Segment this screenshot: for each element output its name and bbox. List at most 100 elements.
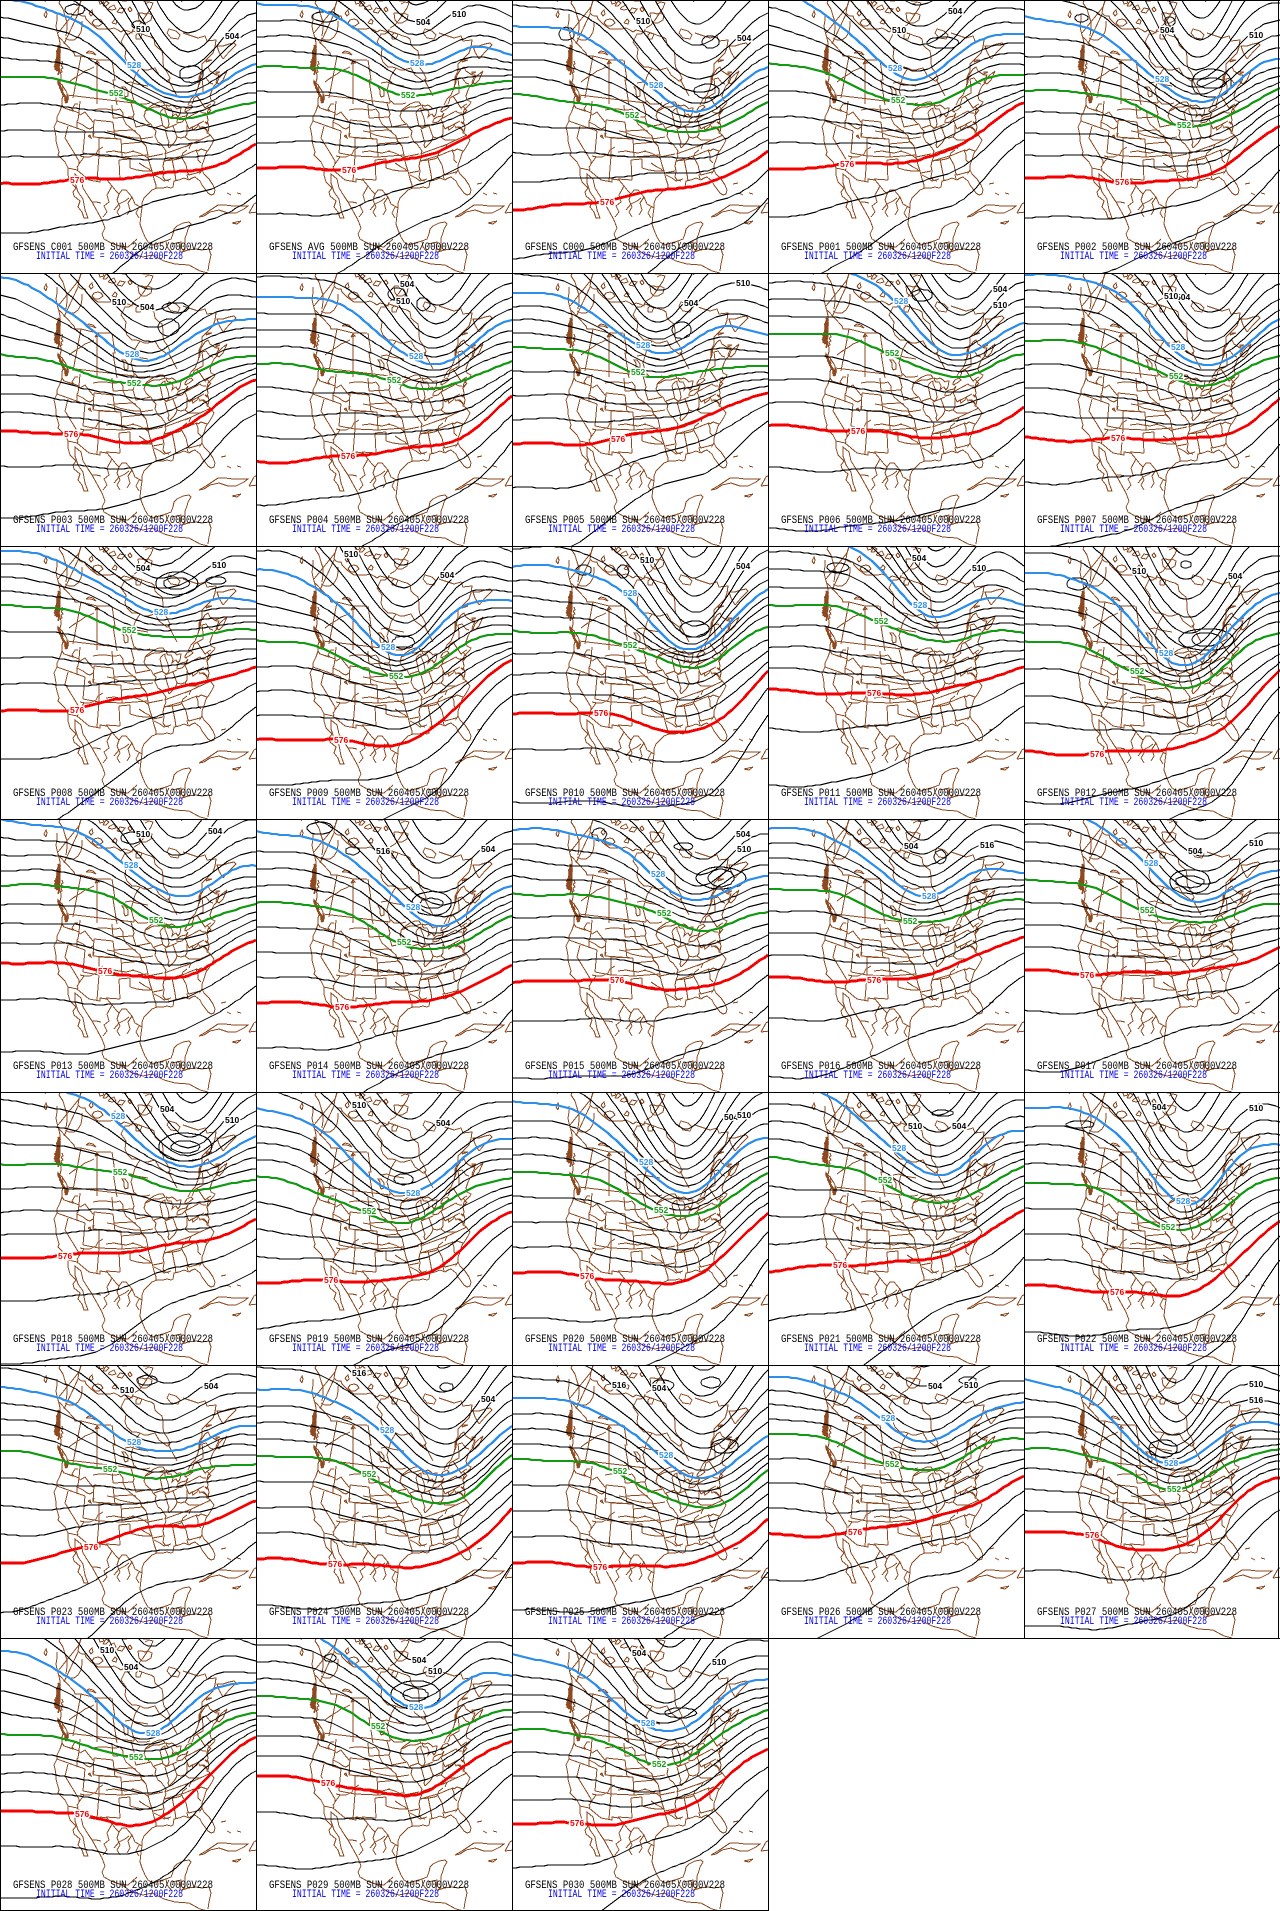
svg-text:GFSENS P006 500MB SUN 260405/0: GFSENS P006 500MB SUN 260405/0000V228 <box>781 515 981 527</box>
svg-text:GFSENS P028 500MB SUN 260405/0: GFSENS P028 500MB SUN 260405/0000V228 <box>13 1880 213 1892</box>
svg-text:INITIAL TIME = 260326/1200F228: INITIAL TIME = 260326/1200F228 <box>36 524 183 536</box>
svg-text:510: 510 <box>964 1380 978 1390</box>
svg-text:576: 576 <box>851 426 865 436</box>
svg-text:504: 504 <box>160 1104 174 1114</box>
svg-text:576: 576 <box>70 175 84 185</box>
svg-text:GFSENS P015 500MB SUN 260405/0: GFSENS P015 500MB SUN 260405/0000V228 <box>525 1061 725 1073</box>
svg-text:516: 516 <box>1249 1395 1263 1405</box>
svg-text:552: 552 <box>1161 1222 1175 1232</box>
svg-text:552: 552 <box>387 375 401 385</box>
svg-text:552: 552 <box>1130 666 1144 676</box>
svg-text:528: 528 <box>1144 858 1158 868</box>
svg-text:552: 552 <box>885 348 899 358</box>
svg-text:INITIAL TIME = 260326/1200F228: INITIAL TIME = 260326/1200F228 <box>804 1070 951 1082</box>
svg-text:510: 510 <box>908 1121 922 1131</box>
svg-text:552: 552 <box>127 378 141 388</box>
svg-text:576: 576 <box>593 1562 607 1572</box>
svg-text:510: 510 <box>640 555 654 565</box>
svg-text:504: 504 <box>481 1394 495 1404</box>
svg-text:GFSENS P025 500MB SUN 260405/0: GFSENS P025 500MB SUN 260405/0000V228 <box>525 1607 725 1619</box>
svg-text:576: 576 <box>84 1542 98 1552</box>
svg-text:INITIAL TIME = 260326/1200F228: INITIAL TIME = 260326/1200F228 <box>804 797 951 809</box>
svg-text:INITIAL TIME = 260326/1200F228: INITIAL TIME = 260326/1200F228 <box>804 1343 951 1355</box>
svg-text:510: 510 <box>1132 566 1146 576</box>
svg-text:528: 528 <box>111 1111 125 1121</box>
svg-text:552: 552 <box>389 671 403 681</box>
svg-text:576: 576 <box>594 708 608 718</box>
svg-text:516: 516 <box>352 1368 366 1378</box>
svg-text:576: 576 <box>321 1778 335 1788</box>
svg-text:GFSENS P014 500MB SUN 260405/0: GFSENS P014 500MB SUN 260405/0000V228 <box>269 1061 469 1073</box>
svg-text:552: 552 <box>109 88 123 98</box>
svg-text:INITIAL TIME = 260326/1200F228: INITIAL TIME = 260326/1200F228 <box>1060 524 1207 536</box>
svg-text:GFSENS P024 500MB SUN 260405/0: GFSENS P024 500MB SUN 260405/0000V228 <box>269 1607 469 1619</box>
svg-text:552: 552 <box>657 908 671 918</box>
svg-text:510: 510 <box>972 563 986 573</box>
svg-text:576: 576 <box>610 975 624 985</box>
svg-text:552: 552 <box>878 1175 892 1185</box>
svg-text:INITIAL TIME = 260326/1200F228: INITIAL TIME = 260326/1200F228 <box>292 251 439 263</box>
svg-text:528: 528 <box>894 296 908 306</box>
svg-text:528: 528 <box>410 58 424 68</box>
svg-text:510: 510 <box>225 1115 239 1125</box>
svg-text:INITIAL TIME = 260326/1200F228: INITIAL TIME = 260326/1200F228 <box>36 797 183 809</box>
svg-text:552: 552 <box>652 1759 666 1769</box>
svg-text:GFSENS P020 500MB SUN 260405/0: GFSENS P020 500MB SUN 260405/0000V228 <box>525 1334 725 1346</box>
svg-text:552: 552 <box>122 625 136 635</box>
svg-text:504: 504 <box>736 561 750 571</box>
svg-text:INITIAL TIME = 260326/1200F228: INITIAL TIME = 260326/1200F228 <box>1060 1343 1207 1355</box>
svg-text:INITIAL TIME = 260326/1200F228: INITIAL TIME = 260326/1200F228 <box>1060 1070 1207 1082</box>
svg-text:INITIAL TIME = 260326/1200F228: INITIAL TIME = 260326/1200F228 <box>548 1070 695 1082</box>
svg-text:INITIAL TIME = 260326/1200F228: INITIAL TIME = 260326/1200F228 <box>36 1889 183 1901</box>
svg-text:GFSENS C001 500MB SUN 260405/0: GFSENS C001 500MB SUN 260405/0000V228 <box>13 242 213 254</box>
svg-text:576: 576 <box>840 159 854 169</box>
svg-text:INITIAL TIME = 260326/1200F228: INITIAL TIME = 260326/1200F228 <box>292 1070 439 1082</box>
svg-text:GFSENS P029 500MB SUN 260405/0: GFSENS P029 500MB SUN 260405/0000V228 <box>269 1880 469 1892</box>
svg-text:GFSENS C000 500MB SUN 260405/0: GFSENS C000 500MB SUN 260405/0000V228 <box>525 242 725 254</box>
svg-text:576: 576 <box>342 165 356 175</box>
svg-text:552: 552 <box>1177 120 1191 130</box>
svg-text:528: 528 <box>1155 74 1169 84</box>
svg-text:INITIAL TIME = 260326/1200F228: INITIAL TIME = 260326/1200F228 <box>804 524 951 536</box>
svg-text:510: 510 <box>1249 838 1263 848</box>
svg-text:504: 504 <box>412 1655 426 1665</box>
svg-text:GFSENS P007 500MB SUN 260405/0: GFSENS P007 500MB SUN 260405/0000V228 <box>1037 515 1237 527</box>
svg-text:552: 552 <box>885 1459 899 1469</box>
svg-text:INITIAL TIME = 260326/1200F228: INITIAL TIME = 260326/1200F228 <box>36 251 183 263</box>
svg-text:552: 552 <box>401 90 415 100</box>
svg-text:528: 528 <box>651 869 665 879</box>
svg-text:576: 576 <box>1111 433 1125 443</box>
svg-text:528: 528 <box>913 600 927 610</box>
svg-text:GFSENS P022 500MB SUN 260405/0: GFSENS P022 500MB SUN 260405/0000V228 <box>1037 1334 1237 1346</box>
svg-text:510: 510 <box>112 297 126 307</box>
svg-text:576: 576 <box>335 1002 349 1012</box>
svg-text:510: 510 <box>737 844 751 854</box>
svg-text:516: 516 <box>612 1380 626 1390</box>
svg-text:576: 576 <box>58 1251 72 1261</box>
svg-text:528: 528 <box>409 351 423 361</box>
svg-text:552: 552 <box>371 1721 385 1731</box>
svg-text:504: 504 <box>208 826 222 836</box>
svg-text:510: 510 <box>1164 291 1178 301</box>
svg-text:INITIAL TIME = 260326/1200F228: INITIAL TIME = 260326/1200F228 <box>36 1070 183 1082</box>
svg-text:552: 552 <box>623 640 637 650</box>
svg-text:504: 504 <box>652 1383 666 1393</box>
svg-text:504: 504 <box>136 563 150 573</box>
svg-text:INITIAL TIME = 260326/1200F228: INITIAL TIME = 260326/1200F228 <box>1060 1616 1207 1628</box>
svg-text:552: 552 <box>397 937 411 947</box>
svg-text:510: 510 <box>212 560 226 570</box>
svg-text:576: 576 <box>570 1818 584 1828</box>
svg-text:510: 510 <box>636 16 650 26</box>
svg-text:INITIAL TIME = 260326/1200F228: INITIAL TIME = 260326/1200F228 <box>1060 797 1207 809</box>
svg-text:INITIAL TIME = 260326/1200F228: INITIAL TIME = 260326/1200F228 <box>548 797 695 809</box>
svg-text:510: 510 <box>1249 30 1263 40</box>
svg-text:504: 504 <box>993 284 1007 294</box>
svg-text:576: 576 <box>98 966 112 976</box>
svg-text:510: 510 <box>1249 1103 1263 1113</box>
svg-text:516: 516 <box>980 840 994 850</box>
svg-text:INITIAL TIME = 260326/1200F228: INITIAL TIME = 260326/1200F228 <box>548 1343 695 1355</box>
svg-text:552: 552 <box>631 367 645 377</box>
svg-text:504: 504 <box>1188 846 1202 856</box>
svg-text:INITIAL TIME = 260326/1200F228: INITIAL TIME = 260326/1200F228 <box>548 524 695 536</box>
svg-text:528: 528 <box>1159 648 1173 658</box>
